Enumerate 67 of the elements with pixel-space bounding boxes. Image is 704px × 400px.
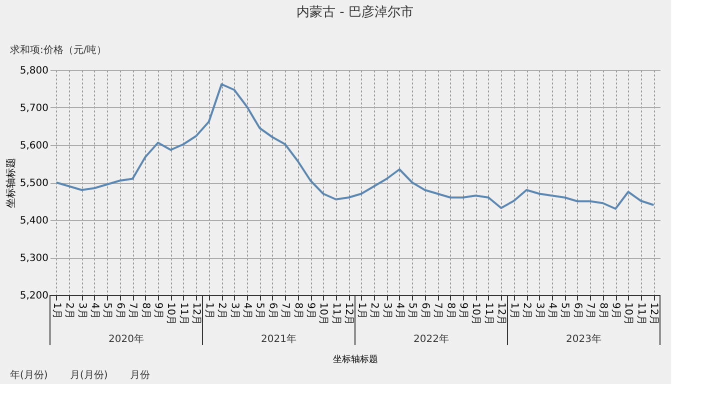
x-tick-label: 2月 bbox=[216, 302, 228, 319]
x-tick-label: 10月 bbox=[165, 302, 176, 326]
text: 2023年 bbox=[566, 333, 602, 345]
x-tick-label: 8月 bbox=[597, 302, 608, 319]
x-tick-label: 5月 bbox=[102, 302, 113, 319]
x-axis-title: 坐标轴标题 bbox=[333, 354, 378, 366]
x-tick-label: 3月 bbox=[228, 302, 240, 319]
x-tick-label: 10月 bbox=[622, 302, 634, 326]
x-tick-label: 9月 bbox=[152, 302, 164, 319]
y-tick-label: 5,800 bbox=[20, 66, 48, 76]
x-tick-label: 11月 bbox=[178, 302, 189, 326]
x-tick-label: 2月 bbox=[64, 302, 75, 319]
x-tick-label: 3月 bbox=[381, 302, 392, 319]
x-tick-label: 2月 bbox=[521, 302, 532, 319]
y-tick-label: 5,600 bbox=[20, 140, 48, 152]
x-tick-label: 3月 bbox=[534, 302, 545, 319]
x-tick-label: 10月 bbox=[470, 302, 482, 326]
y-tick-label: 5,200 bbox=[20, 290, 48, 302]
chart-title: 内蒙古 - 巴彦淖尔市 bbox=[296, 4, 414, 20]
y-tick-label: 5,500 bbox=[20, 178, 48, 189]
y-axis-title: 坐标轴标题 bbox=[4, 158, 17, 208]
y-tick-label: 5,400 bbox=[20, 216, 48, 226]
text: 2021年 bbox=[261, 333, 296, 345]
x-tick-label: 7月 bbox=[584, 302, 596, 319]
x-tick-label: 1月 bbox=[203, 302, 214, 319]
x-tick-label: 9月 bbox=[458, 302, 469, 319]
x-tick-label: 6月 bbox=[266, 302, 278, 319]
text: 年(月份) bbox=[10, 369, 48, 381]
x-tick-label: 7月 bbox=[432, 302, 444, 319]
x-tick-label: 6月 bbox=[572, 302, 583, 319]
y-tick-label: 5,300 bbox=[20, 253, 48, 264]
text: 月(月份) bbox=[70, 370, 108, 381]
text: 2020年 bbox=[108, 333, 144, 345]
x-tick-label: 8月 bbox=[140, 302, 151, 319]
x-tick-label: 2月 bbox=[368, 302, 380, 319]
x-tick-label: 5月 bbox=[559, 302, 570, 319]
x-tick-label: 1月 bbox=[356, 302, 367, 319]
x-tick-label: 7月 bbox=[127, 302, 138, 319]
x-tick-label: 4月 bbox=[241, 302, 252, 319]
x-tick-label: 4月 bbox=[88, 302, 100, 319]
x-tick-label: 10月 bbox=[318, 302, 329, 326]
x-tick-label: 5月 bbox=[406, 302, 418, 319]
x-tick-label: 12月 bbox=[648, 302, 660, 326]
text: 月份 bbox=[130, 370, 150, 381]
x-tick-label: 9月 bbox=[610, 302, 622, 319]
x-tick-label: 3月 bbox=[76, 302, 88, 319]
text: 2022年 bbox=[414, 333, 449, 345]
line-series bbox=[55, 83, 655, 210]
x-tick-label: 6月 bbox=[114, 302, 126, 319]
x-tick-label: 1月 bbox=[508, 302, 520, 319]
x-tick-label: 8月 bbox=[444, 302, 456, 319]
x-tick-label: 11月 bbox=[635, 302, 646, 326]
y-tick-label: 5,700 bbox=[20, 103, 48, 114]
x-tick-label: 12月 bbox=[496, 302, 507, 326]
x-tick-label: 5月 bbox=[254, 302, 266, 319]
x-tick-label: 9月 bbox=[305, 302, 316, 319]
x-tick-label: 6月 bbox=[419, 302, 430, 319]
x-tick-label: 7月 bbox=[280, 302, 291, 319]
x-tick-label: 4月 bbox=[546, 302, 558, 319]
x-tick-label: 11月 bbox=[330, 302, 342, 326]
text: 求和项:价格（元/吨） bbox=[10, 44, 107, 56]
x-tick-label: 1月 bbox=[50, 302, 62, 319]
x-tick-label: 8月 bbox=[292, 302, 304, 319]
x-tick-label: 11月 bbox=[482, 302, 494, 326]
x-tick-label: 12月 bbox=[190, 302, 202, 326]
x-tick-label: 12月 bbox=[343, 302, 354, 326]
x-tick-label: 4月 bbox=[394, 302, 405, 319]
